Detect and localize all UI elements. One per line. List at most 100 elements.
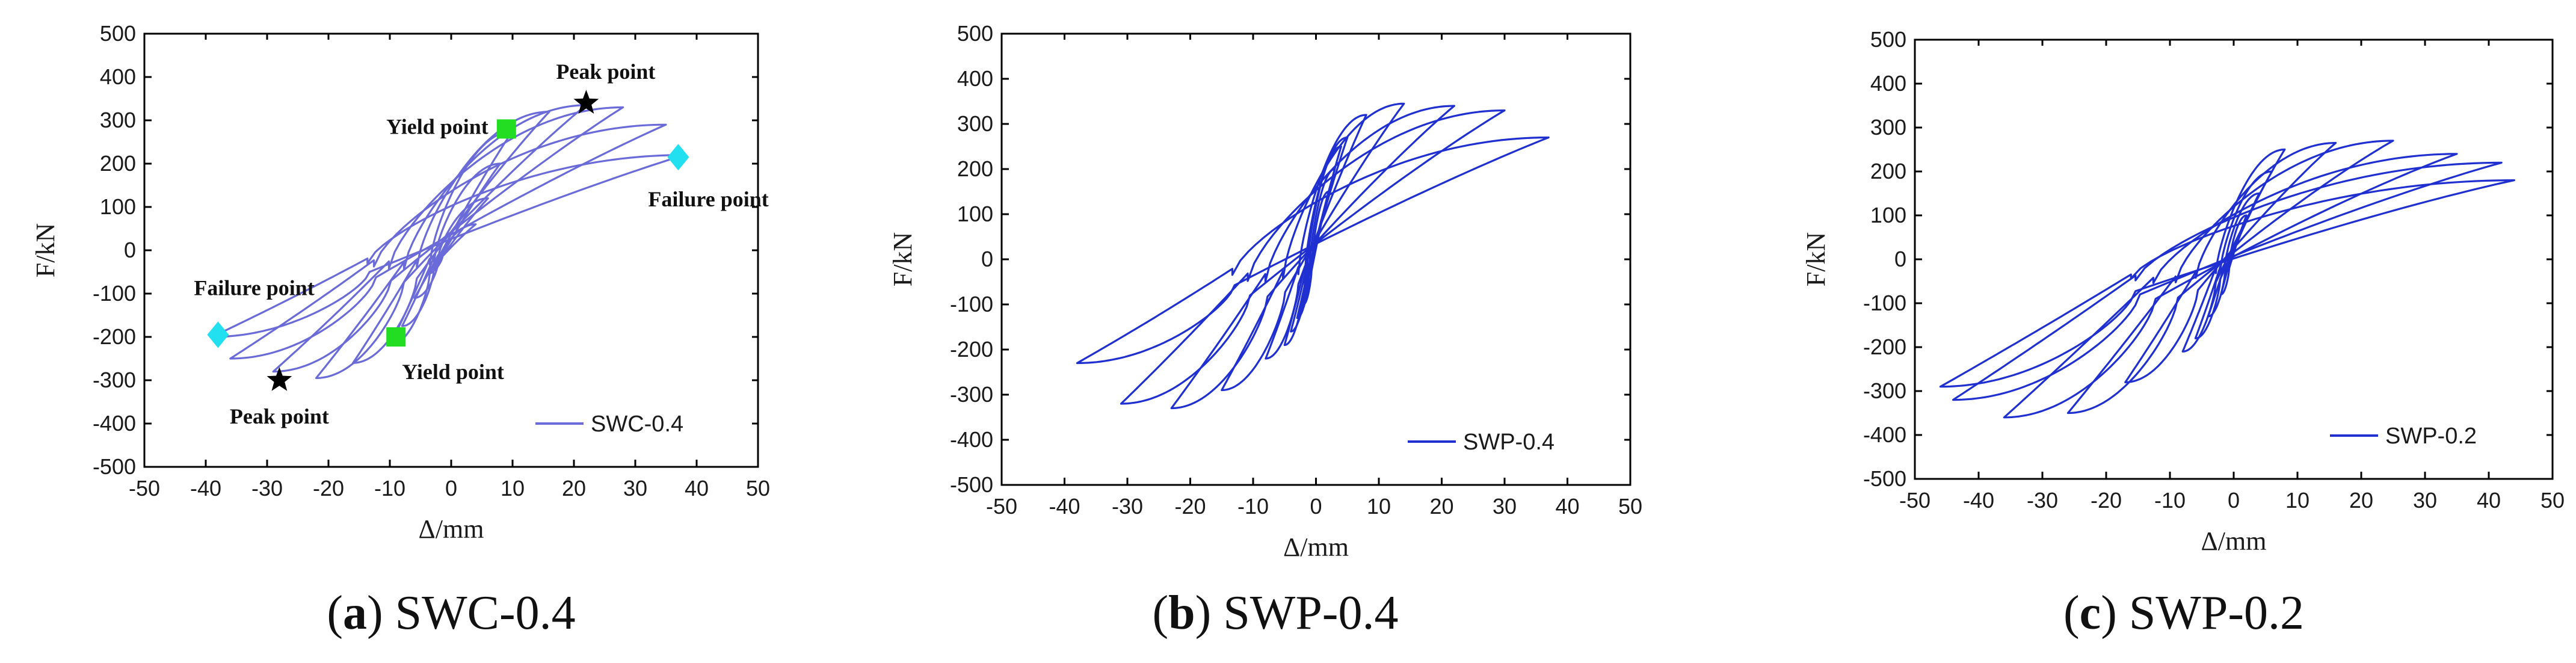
x-tick-label: 40 [1555,494,1579,519]
peak-point-marker [267,367,292,391]
x-tick-label: 20 [562,476,586,501]
x-tick-label: 20 [1429,494,1453,519]
x-tick-label: -40 [1049,494,1080,519]
y-tick-label: 500 [1870,27,1906,52]
caption-letter: a [343,587,367,640]
y-tick-label: 100 [1870,203,1906,227]
hysteresis-loop [1170,105,1455,410]
y-tick-label: -300 [950,382,993,407]
x-tick-label: -40 [1963,488,1994,513]
caption-letter: b [1168,587,1195,640]
x-tick-label: 30 [1493,494,1517,519]
y-tick-label: 0 [981,247,993,271]
x-tick-label: -10 [2154,488,2186,513]
hysteresis-loop [401,162,502,327]
panel-a: -50 -40 -30 -20 -10 0 10 20 30 40 50-500-400-300-2… [31,21,770,640]
hysteresis-loop [1952,161,2503,401]
x-tick-label: 40 [2477,488,2501,513]
yield-point-label: Yield point [402,360,504,384]
caption-text: SWP-0.2 [2117,587,2304,640]
y-tick-label: -400 [93,411,136,436]
y-tick-label: -500 [950,472,993,497]
y-tick-label: 200 [957,156,993,181]
x-tick-label: 50 [1618,494,1642,519]
x-tick-label: -50 [1899,488,1930,513]
hysteresis-loop [211,154,686,338]
hysteresis-loop [2066,140,2394,415]
series-loops [211,104,686,379]
x-tick-label: 50 [2541,488,2565,513]
y-tick-label: -200 [1863,335,1906,359]
plot-frame [143,32,759,468]
caption-letter: c [2080,587,2101,640]
y-tick-label: 500 [100,21,136,46]
y-axis-title: F/kN [888,232,917,286]
x-tick-label: -40 [190,476,221,501]
panel-caption: (c) SWP-0.2 [2063,587,2304,640]
x-tick-label: -30 [1112,494,1143,519]
y-tick-label: -300 [1863,378,1906,403]
y-tick-label: 200 [100,151,136,176]
peak-point-label: Peak point [556,60,655,84]
y-tick-label: -500 [93,454,136,479]
x-tick-label: -10 [1237,494,1269,519]
x-tick-label: -10 [374,476,405,501]
y-tick-label: -200 [93,324,136,349]
caption-text: SWC-0.4 [383,587,576,640]
x-tick-label: 40 [685,476,709,501]
panel-b: -50 -40 -30 -20 -10 0 10 20 30 40 50-500-400-300-2… [888,21,1642,640]
y-tick-label: 300 [100,108,136,132]
y-tick-label: -100 [93,281,136,306]
panel-caption: (a) SWC-0.4 [327,587,575,640]
x-axis-title: Δ/mm [419,514,484,544]
failure-point-marker [207,321,229,348]
x-tick-label: -50 [986,494,1017,519]
y-tick-label: 400 [100,64,136,89]
y-tick-label: -300 [93,368,136,392]
x-tick-label: 30 [623,476,647,501]
x-tick-label: -20 [313,476,344,501]
y-tick-label: 0 [124,238,136,262]
hysteresis-loop [1221,102,1405,392]
hysteresis-loop [2003,153,2458,419]
series-loops [1076,102,1550,410]
y-tick-label: 300 [957,111,993,136]
x-tick-label: 10 [1367,494,1391,519]
hysteresis-loop [272,106,624,373]
y-tick-label: 100 [957,202,993,226]
y-tick-label: 300 [1870,115,1906,140]
failure-point-marker [667,144,689,171]
hysteresis-loop [1120,109,1506,405]
hysteresis-loop [315,104,587,379]
hysteresis-loop [1076,136,1550,365]
x-tick-label: 50 [746,476,770,501]
caption-text: SWP-0.4 [1211,587,1398,640]
y-tick-label: 500 [957,21,993,46]
x-tick-label: 10 [501,476,525,501]
x-tick-label: 0 [1310,494,1322,519]
y-tick-label: 0 [1894,247,1906,271]
y-tick-label: 200 [1870,159,1906,183]
y-tick-label: -100 [1863,291,1906,315]
hysteresis-loop [1296,168,1336,319]
panel-caption: (b) SWP-0.4 [1153,587,1399,640]
panel-c: -50 -40 -30 -20 -10 0 10 20 30 40 50-500-400-300-2… [1801,27,2565,640]
yield-point-label: Yield point [386,114,488,138]
x-tick-label: -30 [2027,488,2058,513]
x-axis-title: Δ/mm [2201,526,2267,556]
series-loops [1939,140,2515,419]
y-tick-label: 100 [100,194,136,219]
y-tick-label: 400 [957,66,993,91]
x-tick-label: 10 [2285,488,2309,513]
x-tick-label: -50 [129,476,160,501]
hysteresis-loop [2124,141,2337,383]
y-tick-label: -400 [950,427,993,452]
hysteresis-loop [1265,114,1367,360]
legend-label: SWP-0.2 [2385,424,2477,449]
failure-point-label: Failure point [194,276,314,300]
hysteresis-loop [2181,148,2286,353]
yield-point-marker [496,119,516,139]
y-axis-title: F/kN [31,223,60,277]
plot-frame [1000,32,1632,486]
